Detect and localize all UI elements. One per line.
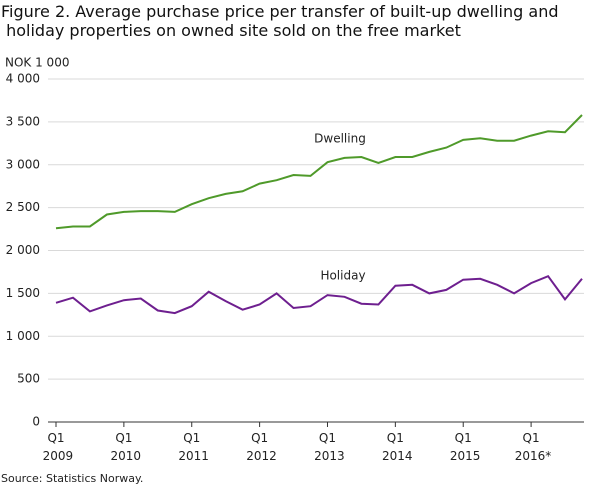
x-tick-label: Q1 2016* — [511, 431, 551, 463]
series-line — [55, 274, 583, 315]
x-tick-label: Q1 2009 — [39, 431, 73, 463]
y-tick-label: 1 500 — [6, 286, 40, 300]
x-tick-label: Q1 2013 — [310, 431, 344, 463]
y-tick-label: 1 000 — [6, 329, 40, 343]
y-tick-label: 3 000 — [6, 157, 40, 171]
chart-title: Figure 2. Average purchase price per tra… — [1, 2, 558, 40]
y-tick-label: 2 500 — [6, 200, 40, 214]
source: Source: Statistics Norway. — [1, 472, 143, 485]
x-tick-label: Q1 2015 — [446, 431, 480, 463]
y-axis-label: NOK 1 000 — [5, 56, 69, 70]
series-label: Dwelling — [314, 132, 366, 146]
y-tick-label: 4 000 — [6, 72, 40, 86]
series-line — [55, 114, 583, 230]
series-label: Holiday — [320, 269, 365, 283]
x-tick-label: Q1 2010 — [107, 431, 141, 463]
y-tick-label: 0 — [32, 415, 40, 429]
x-tick-label: Q1 2012 — [242, 431, 276, 463]
x-tick-label: Q1 2014 — [378, 431, 412, 463]
x-tick-label: Q1 2011 — [175, 431, 209, 463]
y-tick-label: 2 000 — [6, 243, 40, 257]
y-tick-label: 500 — [17, 372, 40, 386]
y-tick-label: 3 500 — [6, 114, 40, 128]
